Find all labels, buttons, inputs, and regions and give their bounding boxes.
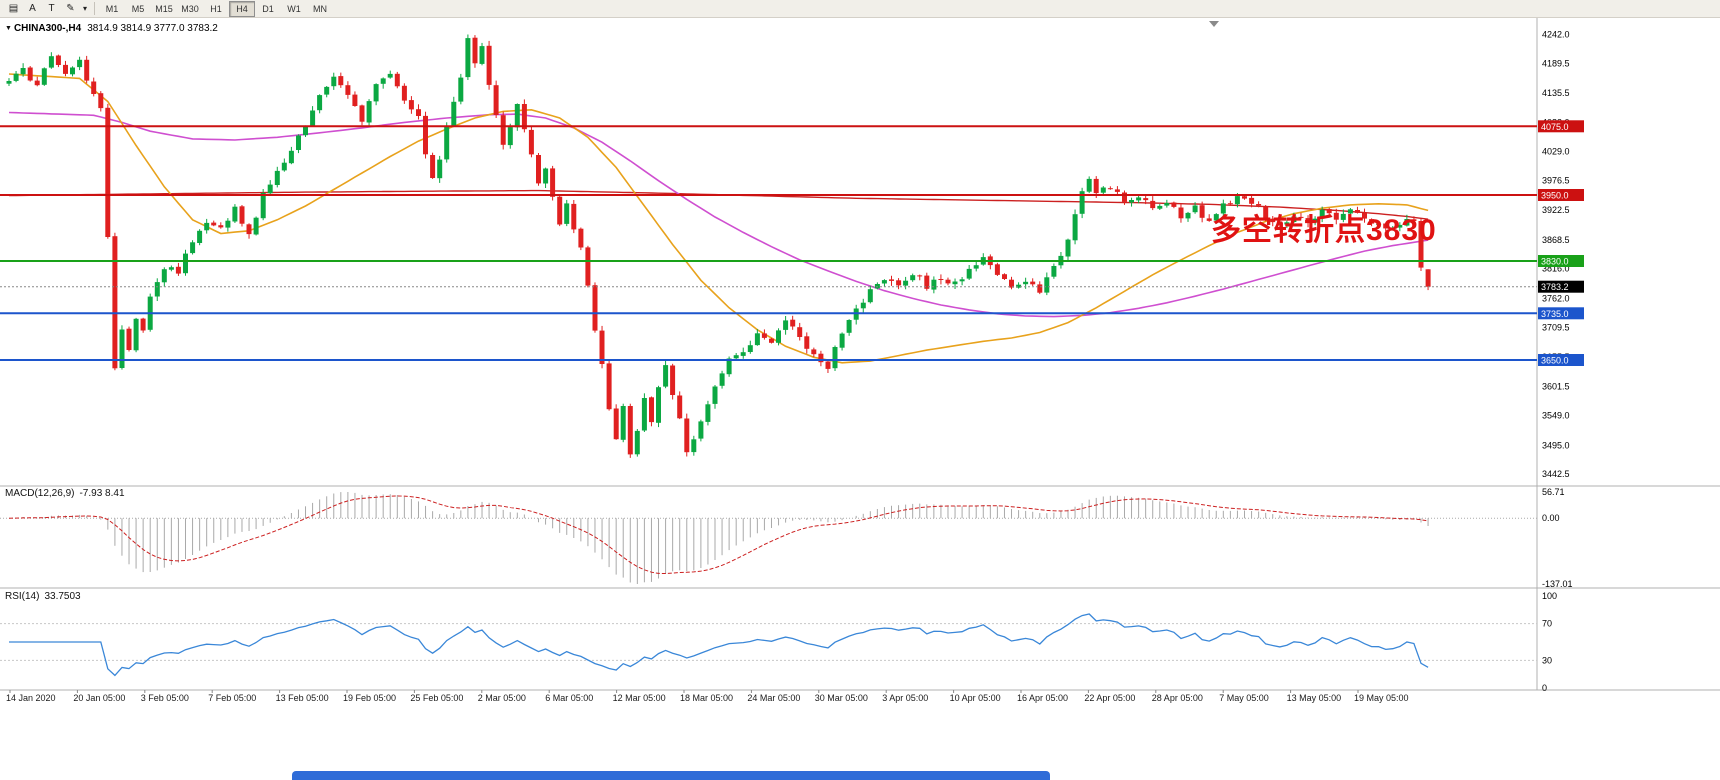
timeframe-h4-button[interactable]: H4 <box>229 0 255 17</box>
ma-orange-line <box>8 73 1429 364</box>
price-tag: 3650.0 <box>1538 354 1584 366</box>
timeframe-w1-button[interactable]: W1 <box>281 1 307 17</box>
price-level-lines <box>0 125 1537 361</box>
ma-magenta-line <box>8 111 1429 318</box>
date-label: 3 Apr 05:00 <box>882 693 928 703</box>
price-axis[interactable]: 4242.04189.54135.54082.04029.03976.53922… <box>1542 29 1570 479</box>
date-label: 28 Apr 05:00 <box>1152 693 1203 703</box>
text-tool-icon[interactable]: T <box>42 1 61 17</box>
charts-icon[interactable]: ▤ <box>4 1 23 17</box>
rsi-axis-label: 70 <box>1542 619 1552 629</box>
price-axis-label: 3868.5 <box>1542 235 1570 245</box>
price-tag: 4075.0 <box>1538 120 1584 133</box>
rsi-line <box>9 613 1429 677</box>
macd-axis-label: 0.00 <box>1542 513 1560 523</box>
svg-text:3783.2: 3783.2 <box>1541 282 1569 292</box>
date-label: 12 Mar 05:00 <box>613 693 666 703</box>
date-label: 22 Apr 05:00 <box>1084 693 1135 703</box>
price-axis-label: 4029.0 <box>1542 147 1570 157</box>
date-label: 7 May 05:00 <box>1219 693 1269 703</box>
macd-axis-label: 56.71 <box>1542 487 1565 497</box>
toolbar-separator <box>94 2 95 15</box>
macd-values: -7.93 8.41 <box>79 488 125 499</box>
date-label: 18 Mar 05:00 <box>680 693 733 703</box>
macd-histogram <box>15 492 1429 584</box>
price-axis-label: 3762.0 <box>1542 293 1570 303</box>
cursor-tool-icon[interactable]: A <box>23 1 42 17</box>
svg-text:3735.0: 3735.0 <box>1541 309 1569 319</box>
timeframe-m1-button[interactable]: M1 <box>99 1 125 17</box>
price-axis-label: 3922.5 <box>1542 205 1570 215</box>
date-label: 19 May 05:00 <box>1354 693 1409 703</box>
date-label: 13 May 05:00 <box>1287 693 1342 703</box>
rsi-axis-label: 30 <box>1542 655 1552 665</box>
price-tag: 3783.2 <box>1538 280 1584 293</box>
candlesticks <box>6 34 1431 458</box>
price-tag: 3830.0 <box>1538 255 1584 267</box>
toolbar: ▤ A T ✎ ▾ M1 M5 M15 M30 H1 H4 D1 W1 MN <box>0 0 1720 18</box>
price-axis-label: 3601.5 <box>1542 382 1570 392</box>
rsi-value: 33.7503 <box>44 591 81 602</box>
date-label: 25 Feb 05:00 <box>410 693 463 703</box>
symbol-marker-icon: ▼ <box>5 25 12 32</box>
macd-name: MACD(12,26,9) <box>5 488 75 499</box>
price-axis-label: 4189.5 <box>1542 58 1570 68</box>
price-tag: 3735.0 <box>1538 307 1584 320</box>
date-label: 2 Mar 05:00 <box>478 693 526 703</box>
timeframe-m30-button[interactable]: M30 <box>177 1 203 17</box>
date-label: 7 Feb 05:00 <box>208 693 256 703</box>
price-axis-label: 3816.0 <box>1542 264 1570 274</box>
price-axis-label: 3976.5 <box>1542 175 1570 185</box>
chart-symbol-title: ▼ CHINA300-,H4 3814.9 3814.9 3777.0 3783.2 <box>5 23 218 34</box>
macd-indicator-label: MACD(12,26,9) -7.93 8.41 <box>5 488 125 499</box>
svg-text:3650.0: 3650.0 <box>1541 356 1569 366</box>
macd-axis-label: -137.01 <box>1542 579 1573 589</box>
price-axis-label: 3495.0 <box>1542 440 1570 450</box>
price-axis-label: 3709.5 <box>1542 322 1570 332</box>
date-label: 30 Mar 05:00 <box>815 693 868 703</box>
rsi-indicator-label: RSI(14) 33.7503 <box>5 591 81 602</box>
timeframe-mn-button[interactable]: MN <box>307 1 333 17</box>
date-label: 14 Jan 2020 <box>6 693 56 703</box>
chart-shift-marker-icon <box>1209 21 1219 27</box>
symbol-text: CHINA300-,H4 <box>13 23 82 34</box>
svg-text:3950.0: 3950.0 <box>1541 191 1569 201</box>
date-label: 20 Jan 05:00 <box>73 693 125 703</box>
date-label: 24 Mar 05:00 <box>747 693 800 703</box>
rsi-name: RSI(14) <box>5 591 40 602</box>
timeframe-d1-button[interactable]: D1 <box>255 1 281 17</box>
price-axis-label: 4135.5 <box>1542 88 1570 98</box>
ohlc-quote: 3814.9 3814.9 3777.0 3783.2 <box>87 23 218 34</box>
panel-separators[interactable] <box>0 18 1720 691</box>
price-axis-label: 4242.0 <box>1542 29 1570 39</box>
date-label: 13 Feb 05:00 <box>276 693 329 703</box>
chevron-down-icon[interactable]: ▾ <box>80 1 90 17</box>
chart-annotation-text: 多空转折点3830 <box>1211 214 1437 247</box>
svg-text:3830.0: 3830.0 <box>1541 257 1569 267</box>
price-tag: 3950.0 <box>1538 189 1584 201</box>
date-axis[interactable]: 14 Jan 2020 20 Jan 05:00 3 Feb 05:00 7 Feb … <box>6 690 1409 703</box>
date-label: 6 Mar 05:00 <box>545 693 593 703</box>
date-label: 16 Apr 05:00 <box>1017 693 1068 703</box>
timeframe-h1-button[interactable]: H1 <box>203 1 229 17</box>
price-axis-label: 3442.5 <box>1542 469 1570 479</box>
rsi-axis-label: 100 <box>1542 591 1557 601</box>
macd-signal-line <box>8 495 1429 575</box>
date-label: 10 Apr 05:00 <box>950 693 1001 703</box>
timeframe-m5-button[interactable]: M5 <box>125 1 151 17</box>
rsi-axis-label: 0 <box>1542 683 1547 693</box>
svg-text:4075.0: 4075.0 <box>1541 122 1569 132</box>
draw-tool-icon[interactable]: ✎ <box>61 1 80 17</box>
price-axis-label: 3549.0 <box>1542 411 1570 421</box>
bottom-blue-strip <box>292 771 1050 780</box>
date-label: 3 Feb 05:00 <box>141 693 189 703</box>
date-label: 19 Feb 05:00 <box>343 693 396 703</box>
timeframe-m15-button[interactable]: M15 <box>151 1 177 17</box>
